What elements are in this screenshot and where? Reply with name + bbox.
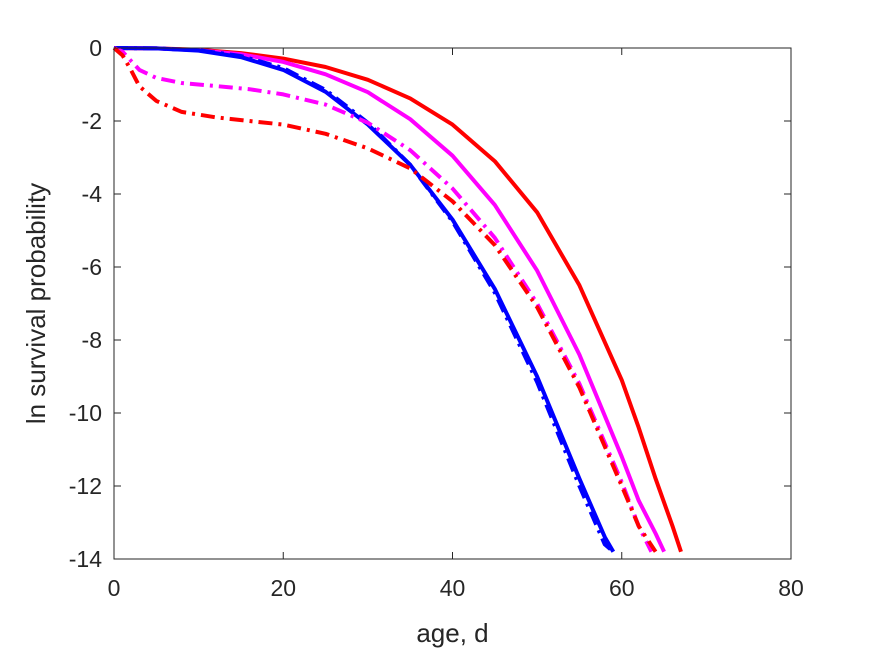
plot-background: [114, 48, 791, 559]
x-axis-label: age, d: [416, 618, 488, 648]
tick-layer: 0 20 40 60 80 0 -2 -4 -6 -8 -10 -12 -14: [69, 35, 804, 601]
x-tick-label: 20: [270, 575, 296, 601]
y-tick-label: -2: [82, 108, 102, 134]
y-tick-label: -14: [69, 546, 102, 572]
y-tick-label: -6: [82, 254, 102, 280]
series-layer: [112, 46, 683, 554]
x-tick-label: 80: [778, 575, 804, 601]
x-tick-label: 60: [609, 575, 635, 601]
series-line-4: [113, 46, 615, 554]
y-tick-label: -12: [69, 473, 102, 499]
y-axis-label: ln survival probability: [21, 183, 51, 424]
y-tick-label: 0: [89, 35, 102, 61]
x-tick-label: 0: [108, 575, 121, 601]
y-tick-label: -4: [82, 181, 103, 207]
series-line-6: [112, 46, 658, 553]
y-tick-label: -8: [82, 327, 102, 353]
x-tick-label: 40: [440, 575, 466, 601]
y-tick-label: -10: [69, 400, 102, 426]
